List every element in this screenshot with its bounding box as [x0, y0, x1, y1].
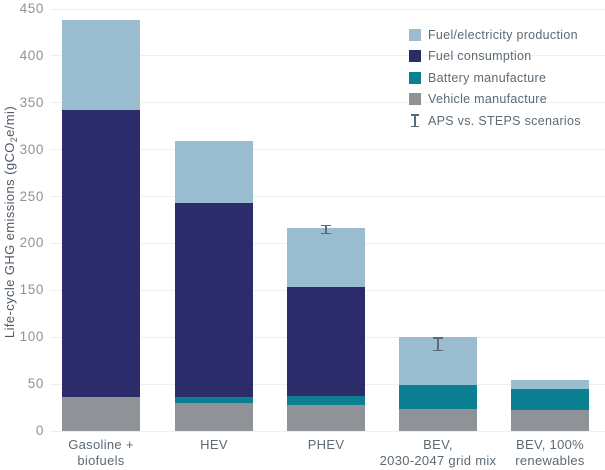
gridline	[50, 430, 605, 432]
bar-segment-battery-manufacture	[287, 396, 365, 405]
bar-hev	[175, 9, 253, 431]
bar-segment-fuel-electricity-production	[62, 20, 140, 111]
y-tick-label: 300	[19, 141, 44, 157]
error-bar-stem	[325, 224, 327, 235]
error-bar	[321, 224, 331, 235]
y-tick-label: 50	[27, 376, 44, 392]
x-axis-label: BEV, 2030-2047 grid mix	[379, 437, 497, 468]
bar-segment-vehicle-manufacture	[62, 397, 140, 431]
bar-segment-fuel-consumption	[62, 110, 140, 398]
legend-item-battery-manufacture: Battery manufacture	[409, 70, 581, 85]
bar-segment-vehicle-manufacture	[287, 404, 365, 431]
bar-segment-battery-manufacture	[175, 397, 253, 403]
gridline	[50, 102, 605, 104]
bar-segment-vehicle-manufacture	[399, 408, 477, 431]
error-bar-stem	[437, 337, 439, 352]
x-axis-label: PHEV	[307, 437, 345, 452]
gridline	[50, 55, 605, 57]
legend-swatch-icon	[409, 71, 421, 84]
bar-segment-battery-manufacture	[399, 385, 477, 409]
error-bar	[433, 337, 443, 352]
x-axis-label: HEV	[200, 437, 228, 452]
y-tick-label: 0	[35, 423, 44, 438]
y-tick-label: 450	[19, 1, 44, 16]
legend-swatch-icon	[409, 50, 421, 63]
bar-segment-fuel-electricity-production	[287, 228, 365, 287]
bar-segment-fuel-electricity-production	[175, 141, 253, 204]
y-tick-label: 350	[19, 94, 44, 110]
bar-segment-fuel-consumption	[287, 286, 365, 397]
gridline	[50, 196, 605, 198]
legend-item-error-bar: APS vs. STEPS scenarios	[409, 113, 581, 128]
y-tick-label: 100	[19, 329, 44, 345]
bar-segment-fuel-electricity-production	[511, 380, 589, 389]
x-axis-labels: Gasoline + biofuels HEV PHEV BEV, 2030-2047 g…	[50, 437, 605, 470]
legend-label: Battery manufacture	[428, 70, 547, 85]
bar-bev-2030-2047-grid-mix	[399, 9, 477, 431]
legend-swatch-icon	[409, 93, 421, 106]
bar-segment-vehicle-manufacture	[175, 402, 253, 431]
bar-segment-vehicle-manufacture	[511, 410, 589, 431]
legend-label: APS vs. STEPS scenarios	[428, 113, 581, 128]
error-bar-icon	[411, 114, 419, 128]
gridline	[50, 8, 605, 10]
legend-label: Fuel consumption	[428, 49, 532, 64]
x-axis-label: BEV, 100% renewables	[515, 437, 585, 468]
bar-gasoline-biofuels	[62, 9, 140, 431]
bar-segment-battery-manufacture	[511, 388, 589, 411]
legend: Fuel/electricity production Fuel consumpt…	[409, 28, 581, 136]
bar-bev-100-renewables	[511, 9, 589, 431]
y-tick-label: 250	[19, 188, 44, 204]
y-tick-label: 150	[19, 282, 44, 298]
legend-label: Fuel/electricity production	[428, 27, 578, 42]
plot-area	[50, 8, 605, 432]
y-tick-label: 400	[19, 47, 44, 63]
y-tick-label: 200	[19, 235, 44, 251]
gridline	[50, 149, 605, 151]
x-axis-label: Gasoline + biofuels	[68, 437, 134, 468]
legend-item-fuel-consumption: Fuel consumption	[409, 49, 581, 64]
legend-label: Vehicle manufacture	[428, 92, 547, 107]
legend-swatch-icon	[409, 28, 421, 41]
bar-segment-fuel-consumption	[175, 203, 253, 398]
bar-phev	[287, 9, 365, 431]
legend-item-vehicle-manufacture: Vehicle manufacture	[409, 92, 581, 107]
legend-item-fuel-electricity-production: Fuel/electricity production	[409, 27, 581, 42]
